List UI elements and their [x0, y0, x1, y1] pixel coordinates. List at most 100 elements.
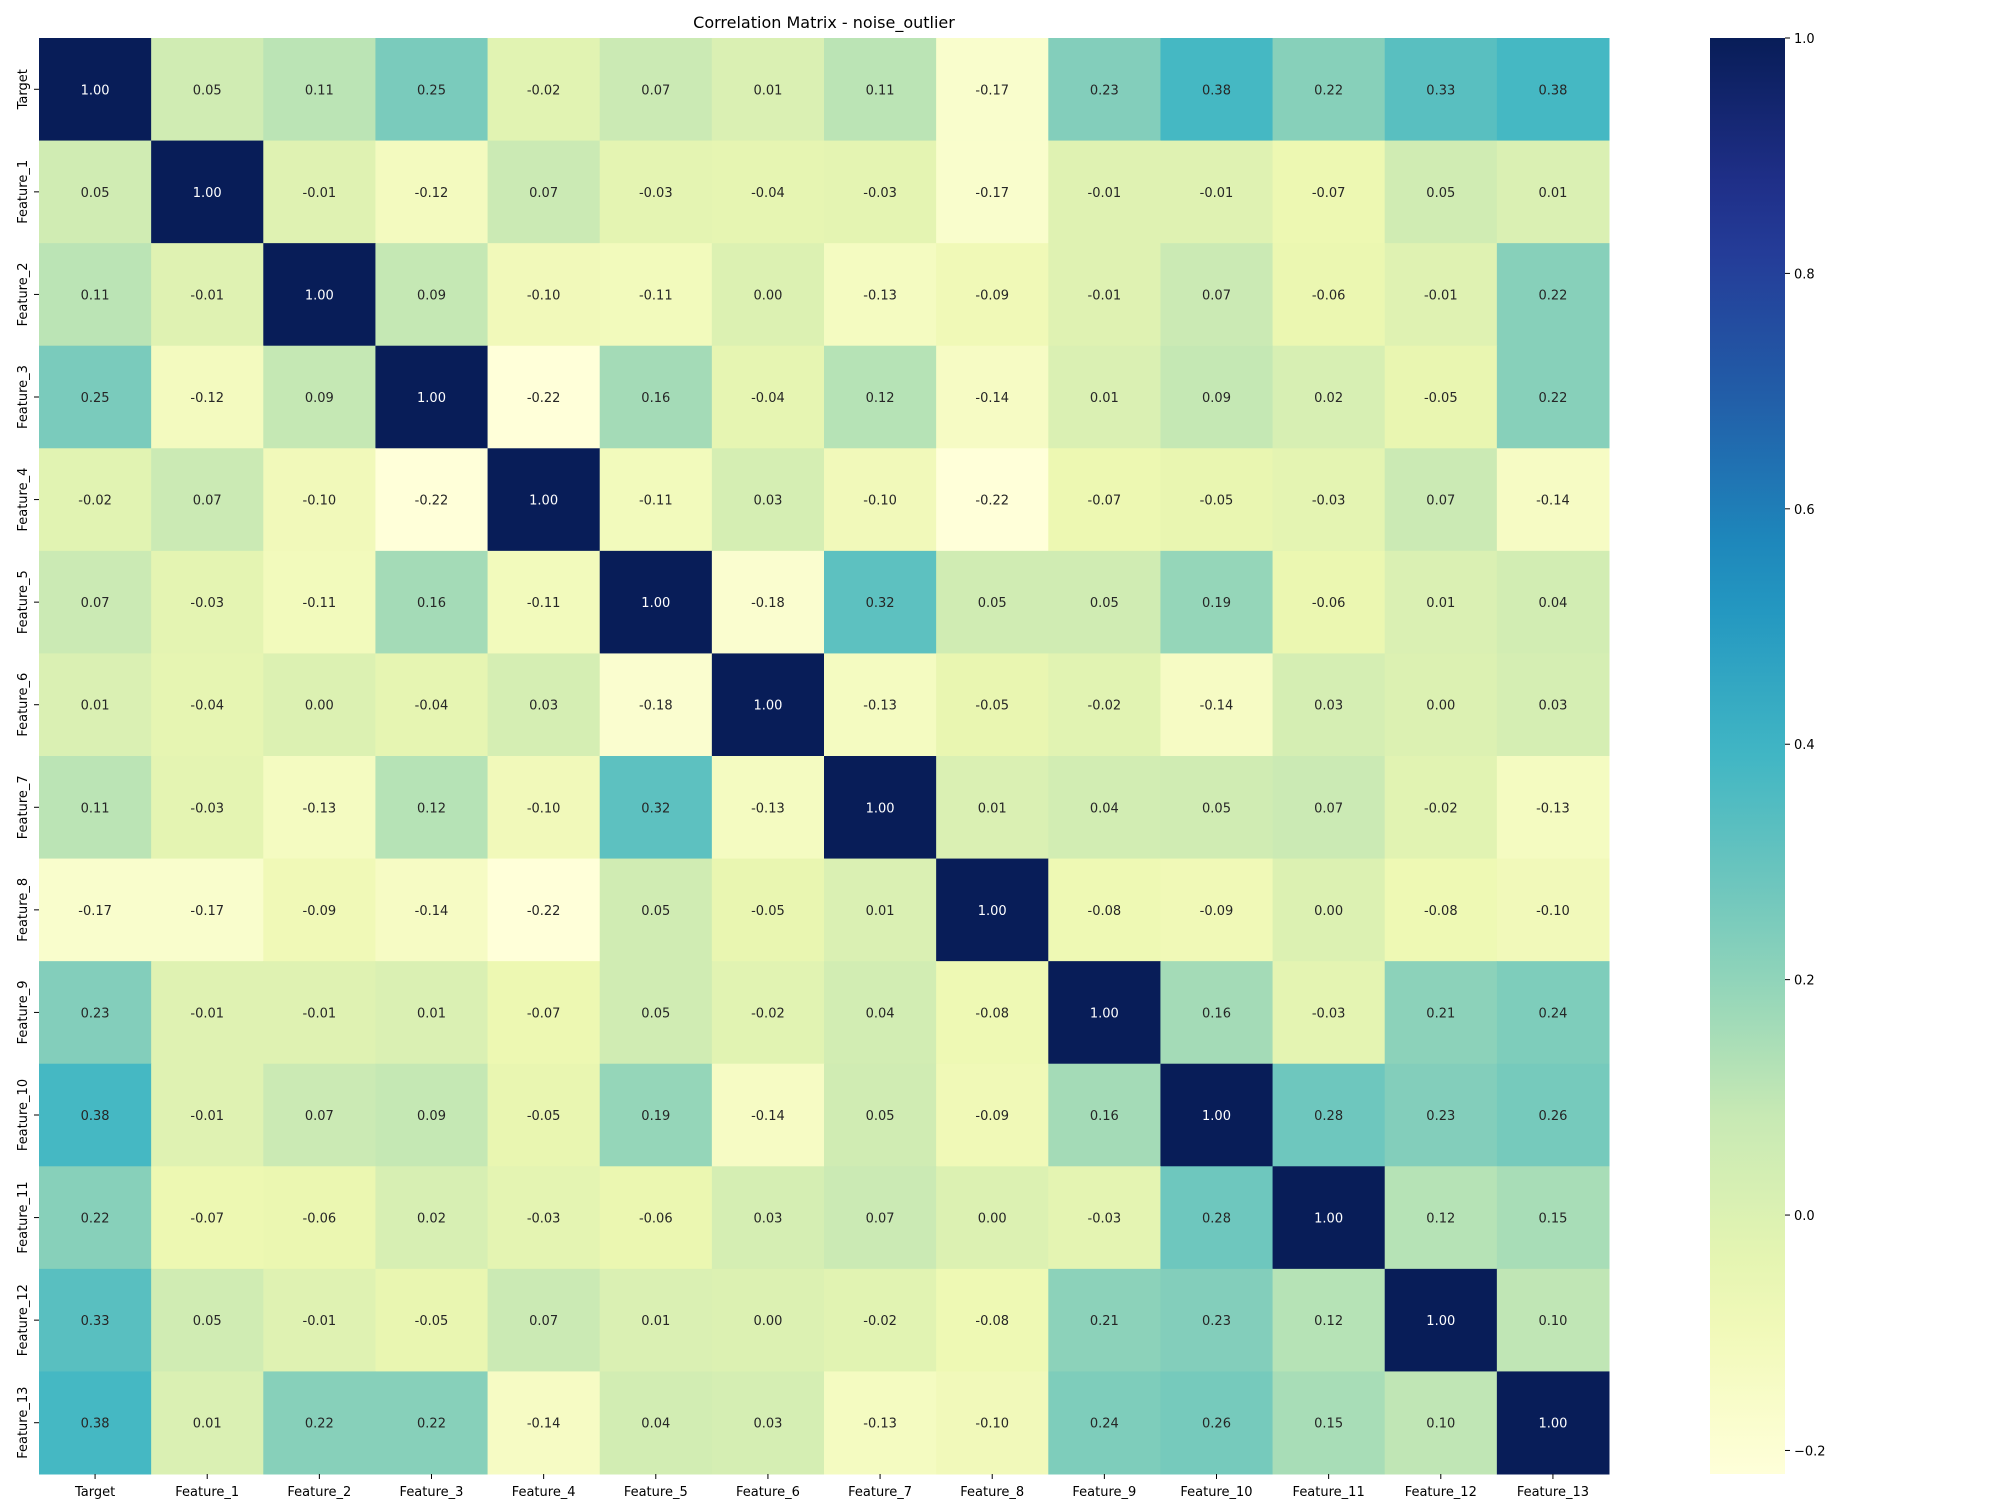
- heatmap-cell: [1048, 243, 1161, 347]
- heatmap-cell: [263, 961, 376, 1065]
- heatmap-cell: [1272, 448, 1386, 552]
- x-tick-label: Feature_12: [1405, 1485, 1477, 1500]
- heatmap-cell: [711, 1166, 825, 1270]
- cell-value-label: 0.01: [193, 1417, 222, 1432]
- y-tick-label: Feature_8: [16, 878, 31, 942]
- cell-value-label: -0.10: [863, 494, 897, 509]
- heatmap-cell: [1272, 243, 1386, 347]
- cell-value-label: 0.07: [529, 186, 558, 201]
- cell-value-label: -0.01: [1424, 288, 1458, 303]
- heatmap-cell: [263, 38, 376, 142]
- heatmap-cell: [375, 858, 489, 962]
- y-tick-label: Feature_1: [16, 160, 31, 224]
- cell-value-label: -0.17: [975, 83, 1009, 98]
- cell-value-label: -0.05: [415, 1314, 449, 1329]
- cell-value-label: -0.04: [415, 699, 449, 714]
- heatmap-cell: [1384, 345, 1498, 449]
- heatmap-cell: [39, 961, 152, 1065]
- heatmap-cell: [1384, 961, 1498, 1065]
- heatmap-cell: [1048, 1166, 1161, 1270]
- heatmap-cell: [711, 1371, 825, 1475]
- cell-value-label: 0.12: [866, 391, 895, 406]
- heatmap-cell: [263, 1166, 376, 1270]
- y-tick-label: Feature_5: [16, 570, 31, 634]
- x-tick-label: Feature_3: [400, 1485, 464, 1500]
- y-tick-label: Feature_2: [16, 262, 31, 326]
- heatmap-cell: [375, 345, 489, 449]
- heatmap-cell: [1160, 1063, 1274, 1167]
- heatmap-cell: [263, 448, 376, 552]
- heatmap-cell: [487, 1268, 601, 1372]
- cell-value-label: -0.06: [639, 1212, 673, 1227]
- heatmap-cell: [151, 1371, 264, 1475]
- x-tick-label: Feature_10: [1180, 1485, 1252, 1500]
- cell-value-label: 0.16: [1202, 1006, 1231, 1021]
- cell-value-label: -0.08: [975, 1314, 1009, 1329]
- colorbar-tick-label: 1.0: [1794, 32, 1815, 47]
- heatmap-cell: [824, 38, 937, 142]
- y-tick-label: Feature_6: [16, 673, 31, 737]
- heatmap-cell: [1496, 448, 1610, 552]
- cell-value-label: 0.38: [81, 1417, 110, 1432]
- heatmap-cell: [1048, 756, 1161, 860]
- colorbar-gradient: [1710, 38, 1785, 1474]
- heatmap-cell: [936, 756, 1049, 860]
- heatmap-cell: [1160, 961, 1274, 1065]
- chart-title: Correlation Matrix - noise_outlier: [693, 13, 955, 33]
- heatmap-cell: [375, 1063, 489, 1167]
- heatmap-cell: [1384, 550, 1498, 654]
- cell-value-label: 0.12: [1314, 1314, 1343, 1329]
- x-tick-label: Feature_7: [848, 1485, 912, 1500]
- heatmap-cell: [1496, 1268, 1610, 1372]
- heatmap-cell: [39, 858, 152, 962]
- heatmap-cell: [487, 345, 601, 449]
- cell-value-label: -0.08: [1424, 904, 1458, 919]
- cell-value-label: -0.05: [1424, 391, 1458, 406]
- heatmap-cell: [1160, 345, 1274, 449]
- heatmap-cell: [487, 653, 601, 757]
- heatmap-cell: [711, 1063, 825, 1167]
- cell-value-label: 0.05: [641, 1006, 670, 1021]
- heatmap-cell: [1160, 1166, 1274, 1270]
- colorbar-tick-label: 0.0: [1794, 1209, 1815, 1224]
- heatmap-cell: [599, 653, 713, 757]
- heatmap-cell: [1160, 38, 1274, 142]
- heatmap-cell: [1160, 448, 1274, 552]
- cell-value-label: -0.03: [1312, 1006, 1346, 1021]
- cell-value-label: 1.00: [866, 801, 895, 816]
- heatmap-cell: [711, 1268, 825, 1372]
- heatmap-cell: [1384, 140, 1498, 244]
- cell-value-label: -0.12: [415, 186, 449, 201]
- heatmap-cell: [599, 756, 713, 860]
- heatmap-cell: [936, 38, 1049, 142]
- cell-value-label: 0.21: [1090, 1314, 1119, 1329]
- heatmap-cell: [711, 345, 825, 449]
- heatmap-cell: [487, 756, 601, 860]
- heatmap-cell: [1272, 653, 1386, 757]
- y-tick-label: Feature_4: [16, 468, 31, 532]
- heatmap-cell: [1160, 140, 1274, 244]
- heatmap-cell: [1272, 961, 1386, 1065]
- heatmap-cell: [711, 140, 825, 244]
- heatmap-cells: 1.00 0.05 0.11 0.25 -0.02 0.07 0.01 0.11 -0.17 0.…: [39, 38, 1610, 1475]
- cell-value-label: -0.09: [975, 1109, 1009, 1124]
- heatmap-cell: [151, 448, 264, 552]
- heatmap-cell: [599, 345, 713, 449]
- cell-value-label: 0.07: [1314, 801, 1343, 816]
- cell-value-label: -0.07: [190, 1212, 224, 1227]
- cell-value-label: 0.24: [1538, 1006, 1567, 1021]
- heatmap-cell: [151, 550, 264, 654]
- cell-value-label: 0.02: [417, 1212, 446, 1227]
- cell-value-label: 1.00: [1314, 1212, 1343, 1227]
- heatmap-cell: [824, 1063, 937, 1167]
- heatmap-cell: [824, 1166, 937, 1270]
- heatmap-cell: [375, 1268, 489, 1372]
- cell-value-label: -0.13: [751, 801, 785, 816]
- heatmap-cell: [263, 653, 376, 757]
- heatmap-cell: [936, 1063, 1049, 1167]
- cell-value-label: -0.10: [527, 801, 561, 816]
- cell-value-label: 0.07: [193, 494, 222, 509]
- heatmap-cell: [599, 243, 713, 347]
- cell-value-label: -0.02: [751, 1006, 785, 1021]
- heatmap-cell: [936, 448, 1049, 552]
